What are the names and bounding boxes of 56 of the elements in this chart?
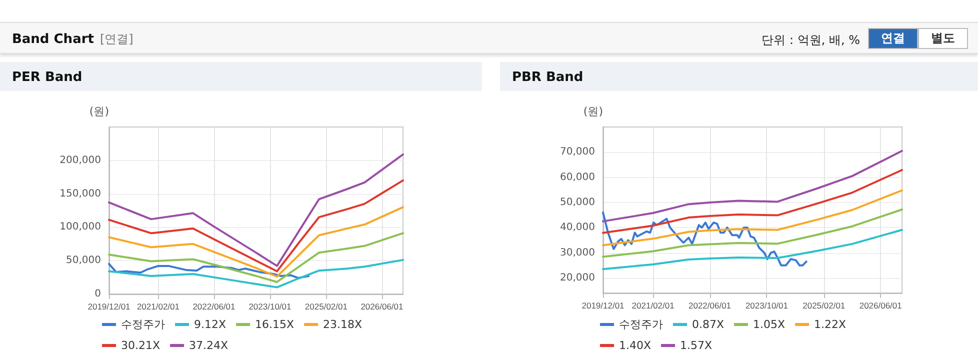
legend-label: 0.87X	[692, 318, 724, 331]
line-series	[108, 262, 310, 279]
line-series	[602, 150, 903, 222]
legend-label: 1.05X	[753, 318, 786, 331]
y-tick-label: 20,000	[560, 272, 595, 284]
line-series	[108, 258, 404, 288]
x-tick-label: 2019/12/01	[582, 300, 625, 310]
x-tick-label: 2023/10/01	[248, 302, 292, 312]
y-tick-label: 30,000	[560, 247, 595, 258]
y-tick-label: 50,000	[66, 255, 101, 266]
line-series	[602, 228, 903, 270]
chart-title: PBR Band	[500, 62, 978, 91]
y-tick-label: 100,000	[60, 222, 101, 233]
x-tick-label: 2023/10/01	[745, 300, 788, 310]
legend-label: 수정주가	[619, 318, 663, 331]
line-series	[108, 153, 404, 267]
legend-label: 30.21X	[121, 339, 160, 352]
y-tick-label: 40,000	[560, 222, 595, 234]
x-tick-label: 2021/02/01	[136, 302, 180, 312]
y-axis-title: (원)	[583, 105, 603, 118]
line-series	[602, 189, 903, 246]
y-tick-label: 60,000	[560, 172, 595, 183]
y-tick-label: 70,000	[560, 146, 595, 158]
text: 별도	[918, 28, 968, 49]
legend-label: 1.40X	[619, 339, 652, 352]
x-tick-label: 2022/06/01	[192, 302, 236, 312]
legend-label: 23.18X	[323, 318, 363, 331]
y-tick-label: 150,000	[60, 188, 101, 200]
y-tick-label: 200,000	[60, 154, 101, 166]
line-series	[108, 206, 404, 278]
text: 연결	[868, 28, 918, 49]
legend-label: 16.15X	[255, 318, 295, 331]
text: [연결]	[100, 32, 134, 46]
x-tick-label: 2022/06/01	[688, 300, 732, 310]
y-tick-label: 50,000	[560, 196, 595, 208]
x-tick-label: 2025/02/01	[802, 300, 846, 310]
line-series	[108, 232, 404, 283]
text: 단위 : 억원, 배, %	[762, 32, 860, 49]
x-tick-label: 2026/06/01	[360, 302, 404, 312]
line-series	[602, 212, 808, 266]
line-series	[108, 179, 404, 272]
x-tick-label: 2021/02/01	[632, 300, 675, 310]
x-tick-label: 2019/12/01	[88, 302, 131, 312]
legend-label: 1.57X	[680, 339, 713, 352]
line-series	[602, 208, 903, 258]
x-tick-label: 2026/06/01	[859, 300, 902, 310]
y-axis-title: (원)	[89, 105, 109, 118]
line-series	[602, 169, 903, 234]
legend-label: 37.24X	[189, 339, 229, 352]
legend-label: 1.22X	[814, 318, 847, 331]
legend-label: 9.12X	[194, 318, 226, 331]
x-tick-label: 2025/02/01	[304, 302, 348, 312]
text: Band Chart	[12, 32, 94, 47]
y-tick-label: 0	[94, 288, 101, 300]
chart-title: PER Band	[0, 62, 482, 91]
legend-label: 수정주가	[121, 318, 165, 331]
